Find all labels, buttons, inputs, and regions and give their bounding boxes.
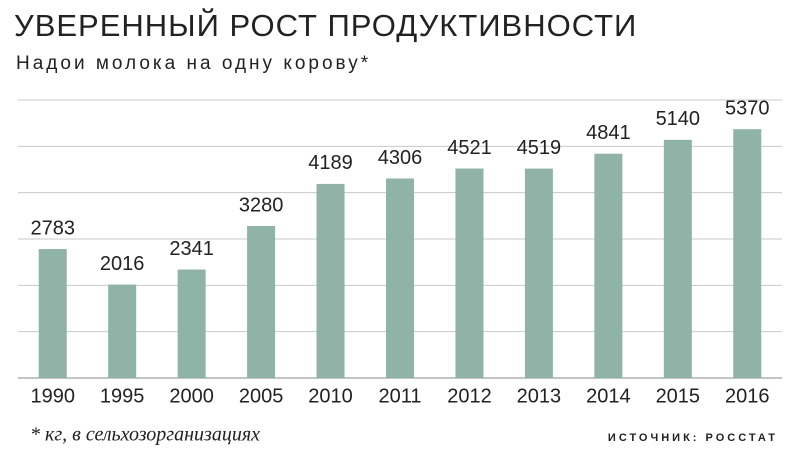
bar — [455, 168, 484, 378]
chart-subtitle: Надои молока на одну корову* — [16, 53, 371, 74]
bar — [386, 178, 414, 378]
value-label: 4189 — [308, 152, 353, 174]
value-label: 2016 — [100, 253, 145, 275]
value-label: 3280 — [239, 194, 284, 216]
chart-title: УВЕРЕННЫЙ РОСТ ПРОДУКТИВНОСТИ — [14, 7, 637, 43]
source: ИСТОЧНИК: РОССТАТ — [608, 432, 778, 444]
x-tick-label: 2010 — [308, 385, 353, 407]
value-label: 2341 — [169, 238, 214, 260]
bar — [177, 269, 206, 378]
bar — [524, 168, 553, 378]
x-tick-label: 2005 — [239, 385, 284, 407]
bar — [663, 139, 692, 378]
bar — [38, 249, 67, 378]
bar — [316, 183, 345, 378]
value-label: 4841 — [586, 122, 631, 144]
x-tick-label: 1995 — [100, 385, 145, 407]
x-tick-label: 2016 — [725, 385, 770, 407]
x-tick-label: 2012 — [447, 385, 492, 407]
x-tick-label: 1990 — [30, 385, 75, 407]
bar — [247, 226, 276, 378]
bar — [108, 284, 137, 378]
x-tick-label: 2014 — [586, 385, 631, 407]
x-tick-label: 2013 — [517, 385, 562, 407]
footnote: * кг, в сельхозорганизациях — [30, 424, 260, 446]
value-label: 5140 — [656, 108, 701, 130]
x-tick-label: 2000 — [169, 385, 214, 407]
value-label: 2783 — [30, 217, 75, 239]
value-label: 4519 — [517, 137, 562, 159]
bar — [733, 129, 762, 378]
x-tick-label: 2011 — [378, 385, 421, 407]
value-label: 4521 — [447, 137, 492, 159]
bar — [594, 153, 623, 378]
value-label: 5370 — [725, 97, 770, 119]
x-tick-label: 2015 — [656, 385, 701, 407]
value-label: 4306 — [378, 147, 423, 169]
